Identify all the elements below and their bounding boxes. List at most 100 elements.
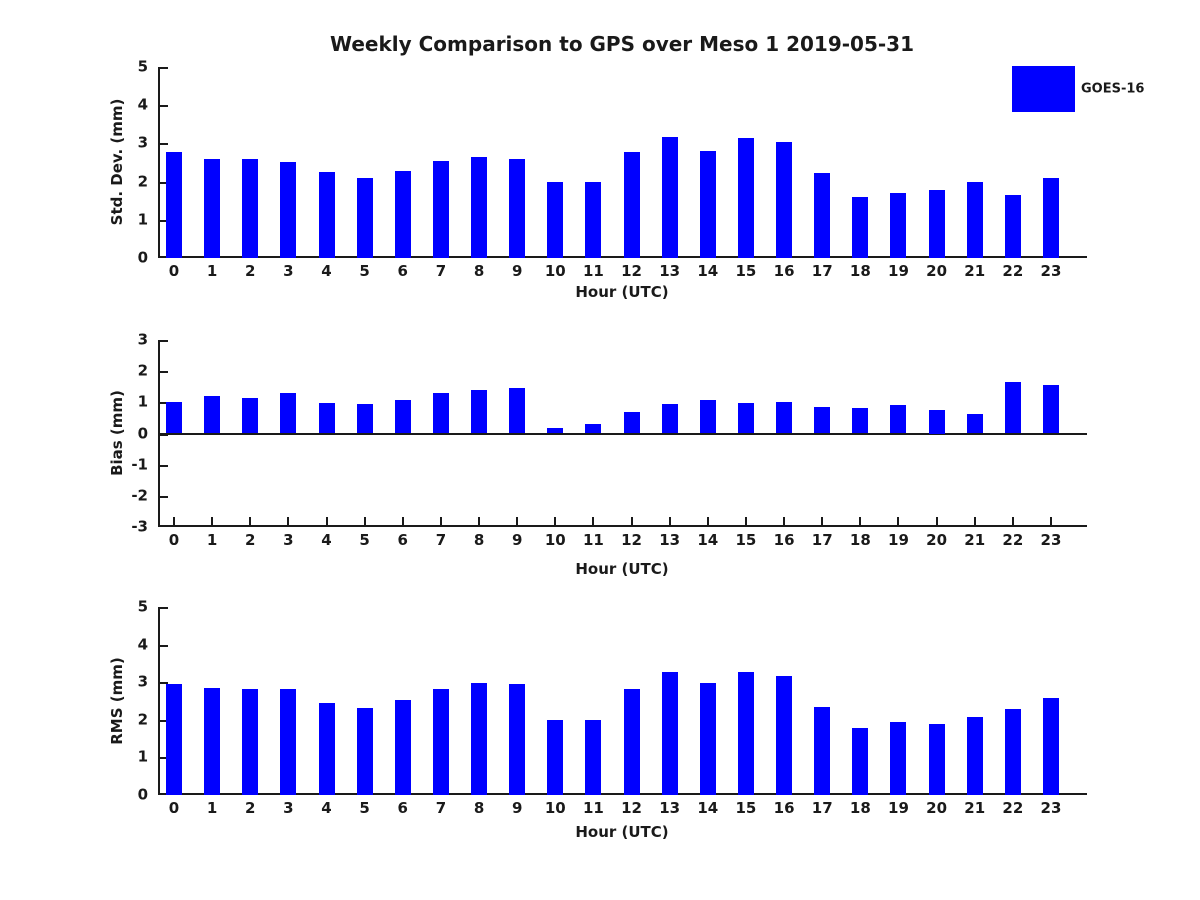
x-tick-label: 10 bbox=[544, 799, 566, 817]
bar bbox=[318, 702, 335, 795]
x-tick-mark bbox=[478, 517, 481, 525]
x-tick-label: 7 bbox=[435, 531, 447, 549]
bar bbox=[204, 688, 221, 795]
bar bbox=[471, 682, 488, 795]
y-tick-mark bbox=[160, 464, 168, 467]
legend-color-swatch bbox=[1012, 66, 1075, 112]
x-tick-label: 5 bbox=[359, 531, 370, 549]
y-tick-label: 2 bbox=[137, 361, 148, 380]
y-tick-mark bbox=[160, 644, 168, 647]
x-tick-mark bbox=[554, 517, 557, 525]
y-tick-label: 0 bbox=[137, 785, 148, 804]
y-tick-label: 5 bbox=[137, 57, 148, 76]
x-tick-label: 20 bbox=[926, 531, 948, 549]
bar bbox=[776, 675, 793, 795]
x-tick-label: 8 bbox=[473, 262, 485, 280]
x-axis-label-stddev: Hour (UTC) bbox=[575, 283, 669, 301]
bar bbox=[432, 161, 449, 258]
y-tick-mark bbox=[160, 682, 168, 685]
x-tick-label: 6 bbox=[397, 531, 408, 549]
x-tick-label: 5 bbox=[359, 262, 370, 280]
zero-line bbox=[158, 432, 1087, 435]
x-tick-label: 22 bbox=[1002, 799, 1024, 817]
x-tick-mark bbox=[897, 517, 900, 525]
x-tick-mark bbox=[630, 517, 633, 525]
bar bbox=[585, 423, 602, 434]
x-tick-label: 23 bbox=[1040, 262, 1062, 280]
x-tick-label: 0 bbox=[168, 799, 180, 817]
x-tick-mark bbox=[1011, 517, 1014, 525]
y-tick-mark bbox=[160, 340, 168, 342]
x-tick-label: 12 bbox=[621, 262, 642, 280]
x-tick-label: 10 bbox=[544, 531, 566, 549]
x-axis-spine bbox=[158, 256, 1087, 258]
x-tick-label: 16 bbox=[773, 531, 795, 549]
x-axis-label-bias: Hour (UTC) bbox=[575, 560, 669, 578]
bar bbox=[356, 708, 373, 795]
y-tick-label: 0 bbox=[137, 248, 148, 267]
x-tick-label: 14 bbox=[697, 262, 719, 280]
x-tick-label: 0 bbox=[168, 531, 180, 549]
bar bbox=[509, 684, 526, 795]
x-tick-label: 17 bbox=[811, 531, 833, 549]
bar bbox=[623, 412, 640, 434]
bar bbox=[966, 414, 983, 434]
x-tick-label: 4 bbox=[321, 262, 332, 280]
x-tick-label: 19 bbox=[888, 262, 909, 280]
y-tick-mark bbox=[160, 525, 168, 527]
x-tick-mark bbox=[821, 517, 824, 525]
x-tick-mark bbox=[363, 517, 366, 525]
y-tick-label: 0 bbox=[137, 424, 148, 442]
y-axis-label-bias: Bias (mm) bbox=[108, 390, 126, 476]
x-tick-label: 20 bbox=[926, 799, 948, 817]
x-tick-label: 3 bbox=[283, 262, 294, 280]
x-tick-label: 10 bbox=[544, 262, 566, 280]
x-tick-label: 8 bbox=[473, 531, 485, 549]
bar bbox=[852, 728, 869, 795]
bar bbox=[394, 400, 411, 434]
x-tick-label: 3 bbox=[283, 799, 294, 817]
x-tick-label: 11 bbox=[582, 799, 604, 817]
x-tick-mark bbox=[668, 517, 671, 525]
bar bbox=[623, 152, 640, 258]
bar bbox=[814, 173, 831, 258]
x-tick-label: 3 bbox=[283, 531, 294, 549]
x-tick-label: 8 bbox=[473, 799, 485, 817]
y-axis-label-rms: RMS (mm) bbox=[108, 657, 126, 745]
bar bbox=[166, 684, 182, 795]
legend-series-label: GOES-16 bbox=[1081, 81, 1145, 97]
bar bbox=[928, 410, 945, 434]
x-tick-mark bbox=[1049, 517, 1052, 525]
x-tick-label: 20 bbox=[926, 262, 948, 280]
bar bbox=[814, 407, 831, 434]
x-tick-label: 21 bbox=[964, 799, 986, 817]
x-axis-spine bbox=[158, 793, 1087, 795]
x-tick-label: 1 bbox=[206, 799, 218, 817]
x-tick-mark bbox=[744, 517, 747, 525]
x-tick-label: 13 bbox=[659, 799, 681, 817]
x-tick-mark bbox=[211, 517, 214, 525]
x-tick-label: 19 bbox=[888, 531, 909, 549]
x-tick-label: 2 bbox=[245, 262, 256, 280]
bar bbox=[280, 393, 297, 434]
x-tick-label: 7 bbox=[435, 799, 447, 817]
bar bbox=[928, 723, 945, 795]
bar bbox=[547, 427, 564, 434]
bar bbox=[661, 672, 678, 795]
y-tick-label: -2 bbox=[131, 486, 148, 505]
bar bbox=[318, 403, 335, 434]
x-tick-label: 22 bbox=[1002, 531, 1024, 549]
x-tick-label: 9 bbox=[511, 799, 523, 817]
x-tick-label: 2 bbox=[245, 799, 256, 817]
subplot-bias-plot-area: 3 2 1 0 -1 -2 -3 0 1 2 3 4 5 6 7 8 9 10 11 12 13 14 15 16 17 18 19… bbox=[131, 332, 1087, 548]
x-tick-label: 21 bbox=[964, 262, 986, 280]
y-tick-label: 1 bbox=[137, 210, 148, 229]
y-tick-label: 3 bbox=[137, 330, 148, 349]
bar bbox=[166, 402, 182, 434]
bar bbox=[204, 159, 221, 258]
x-tick-label: 23 bbox=[1040, 799, 1062, 817]
x-tick-mark bbox=[173, 517, 175, 525]
x-tick-label: 11 bbox=[582, 531, 604, 549]
bar bbox=[890, 405, 907, 434]
y-tick-mark bbox=[160, 371, 168, 374]
